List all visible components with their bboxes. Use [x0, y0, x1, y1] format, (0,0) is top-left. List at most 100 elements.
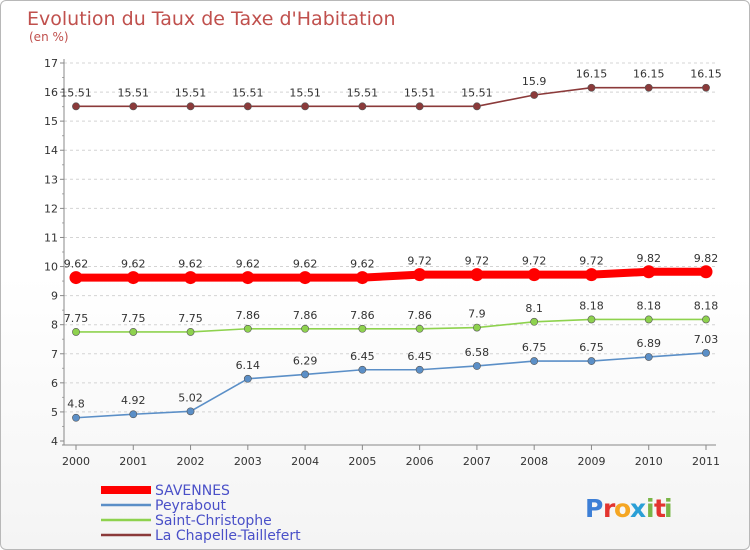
data-point	[415, 365, 424, 374]
data-point	[301, 370, 309, 379]
y-tick-label: 15	[44, 115, 58, 128]
y-tick-label: 13	[44, 173, 58, 186]
x-tick-label: 2005	[348, 455, 376, 468]
data-point	[413, 268, 427, 282]
y-tick-label: 9	[51, 290, 58, 303]
data-label: 4.92	[121, 394, 146, 407]
data-label: 9.72	[579, 255, 604, 268]
data-point	[415, 324, 424, 333]
y-tick-label: 5	[51, 406, 58, 419]
x-tick-label: 2009	[577, 455, 605, 468]
data-point	[72, 328, 80, 336]
data-label: 4.8	[67, 398, 85, 411]
data-point	[584, 268, 598, 282]
data-point	[184, 271, 198, 285]
grid-lines	[64, 62, 716, 413]
data-label: 15.51	[404, 86, 436, 99]
series-line	[76, 318, 706, 333]
data-label: 15.51	[175, 86, 207, 99]
data-label: 9.82	[694, 252, 719, 265]
data-point	[530, 91, 539, 99]
data-point	[129, 410, 138, 419]
legend-entry: SAVENNES	[155, 483, 230, 499]
data-label: 9.62	[293, 258, 318, 271]
data-point	[69, 271, 83, 285]
axes: 4 5 6 7 8 9 10 11 12 13 14 15 16 17 2000 2001 2002 2003 20…	[44, 57, 720, 468]
chart-subtitle: (en %)	[29, 30, 69, 44]
data-label: 7.75	[121, 312, 146, 325]
data-label: 7.86	[350, 309, 375, 322]
data-label: 16.15	[633, 68, 665, 81]
data-label: 6.45	[407, 350, 432, 363]
data-label: 9.72	[407, 255, 432, 268]
data-label: 7.86	[407, 309, 432, 322]
data-label: 15.51	[60, 86, 92, 99]
data-point	[644, 315, 653, 324]
data-point	[473, 102, 481, 111]
chart-title: Evolution du Taux de Taxe d'Habitation	[27, 8, 396, 30]
data-label: 6.58	[465, 346, 490, 359]
data-point	[587, 315, 596, 324]
data-label: 8.1	[525, 302, 543, 315]
data-label: 8.18	[636, 299, 661, 312]
data-point	[642, 265, 656, 279]
data-labels: 15.51 15.51 15.51 15.51 15.51 15.51 15.51 15.51…	[60, 68, 722, 411]
data-label: 9.62	[236, 258, 261, 271]
data-label: 7.75	[64, 312, 89, 325]
x-tick-label: 2008	[520, 455, 548, 468]
data-label: 15.51	[347, 86, 379, 99]
y-tick-label: 17	[44, 57, 58, 70]
series-layer	[69, 83, 713, 422]
y-tick-label: 16	[44, 86, 58, 99]
data-point	[301, 324, 309, 333]
data-point	[241, 271, 255, 285]
data-label: 7.03	[694, 333, 719, 346]
data-label: 6.14	[236, 359, 261, 372]
data-point	[186, 102, 195, 111]
data-label: 9.62	[64, 258, 89, 271]
data-label: 15.51	[461, 86, 493, 99]
data-label: 9.72	[465, 255, 490, 268]
data-label: 6.75	[522, 341, 547, 354]
data-label: 15.9	[522, 75, 547, 88]
data-point	[298, 271, 312, 285]
logo-letter: t	[654, 494, 666, 523]
data-label: 9.62	[350, 258, 375, 271]
x-tick-label: 2001	[119, 455, 147, 468]
x-tick-label: 2010	[635, 455, 663, 468]
data-label: 6.29	[293, 354, 318, 367]
data-point	[186, 407, 195, 416]
x-tick-label: 2011	[692, 455, 720, 468]
data-label: 5.02	[178, 391, 203, 404]
data-point	[243, 324, 252, 333]
data-point	[243, 102, 252, 111]
x-tick-label: 2002	[177, 455, 205, 468]
data-label: 7.9	[468, 308, 486, 321]
y-tick-label: 14	[44, 144, 58, 157]
data-point	[702, 83, 710, 92]
y-tick-label: 7	[51, 348, 58, 361]
logo-letter: r	[603, 494, 616, 523]
series-line	[75, 352, 707, 419]
legend-entry: Peyrabout	[155, 498, 227, 514]
data-point	[587, 83, 596, 92]
logo-letter: i	[646, 494, 655, 523]
data-point	[644, 353, 653, 361]
data-point	[473, 323, 481, 332]
data-point	[186, 328, 195, 336]
y-tick-label: 12	[44, 202, 58, 215]
y-tick-label: 11	[44, 231, 58, 244]
logo-letter: x	[630, 494, 646, 523]
data-point	[358, 324, 367, 333]
y-tick-label: 8	[51, 319, 58, 332]
data-label: 7.86	[236, 309, 261, 322]
data-point	[470, 268, 484, 282]
data-label: 9.72	[522, 255, 547, 268]
data-point	[243, 374, 252, 383]
data-label: 7.86	[293, 309, 318, 322]
logo-letter: o	[614, 494, 631, 523]
data-label: 9.62	[121, 258, 146, 271]
y-tick-label: 10	[44, 261, 58, 274]
